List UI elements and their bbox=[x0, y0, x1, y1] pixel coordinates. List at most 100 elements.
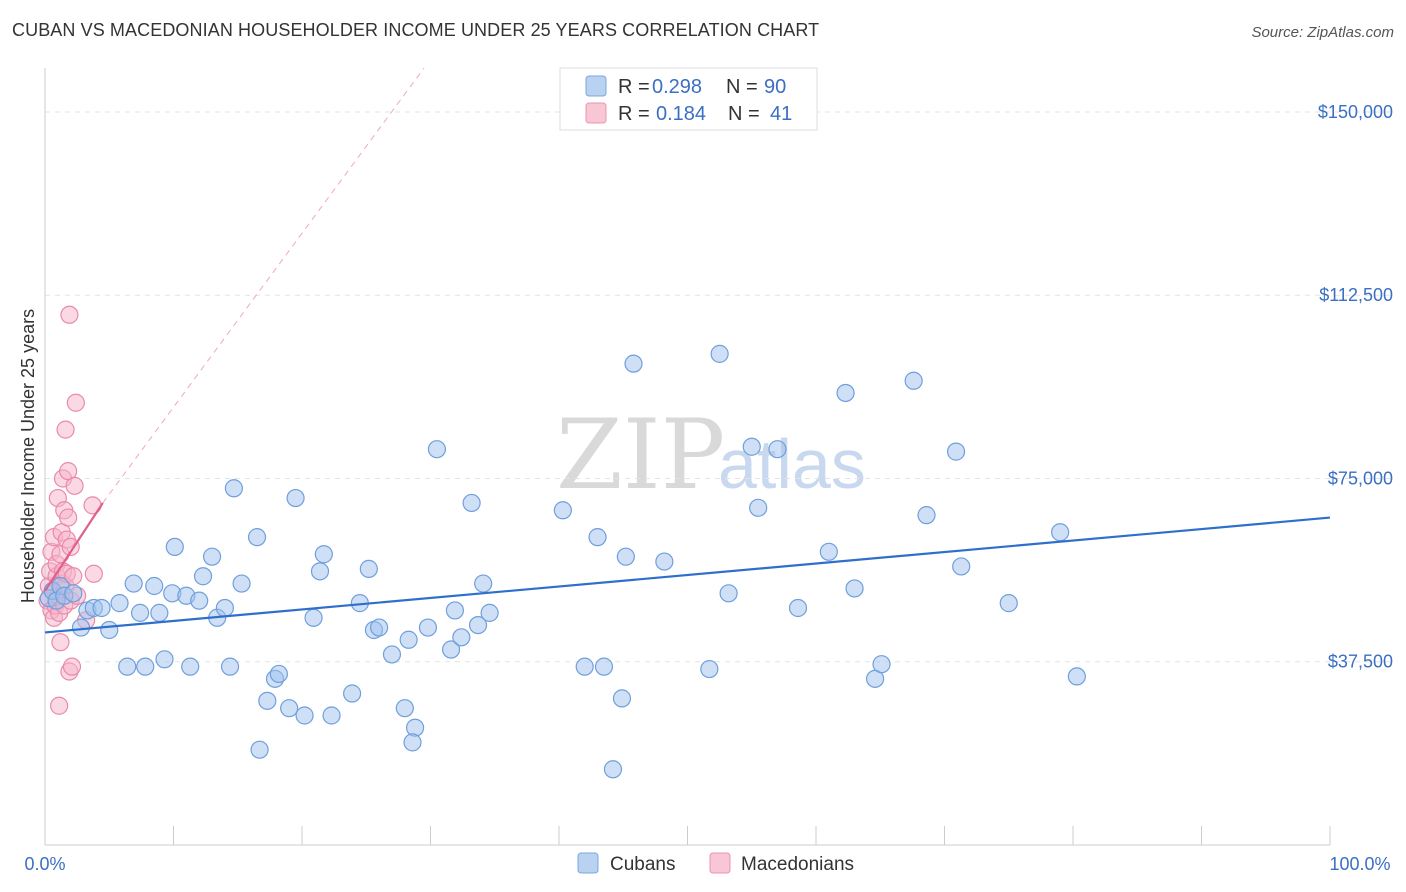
legend-cubans-r-label: R = bbox=[618, 76, 650, 98]
macedonians-point-27 bbox=[59, 508, 78, 527]
macedonians-point-35 bbox=[65, 476, 84, 495]
bottom-legend-swatch-macedonians bbox=[709, 852, 731, 874]
cubans-point-71 bbox=[700, 659, 719, 679]
cubans-point-24 bbox=[193, 567, 213, 586]
watermark-atlas: atlas bbox=[718, 425, 866, 503]
macedonians-point-23 bbox=[56, 420, 75, 439]
macedonians-point-36 bbox=[66, 393, 85, 412]
cubans-point-37 bbox=[286, 488, 305, 508]
cubans-point-5 bbox=[64, 584, 83, 603]
legend-macedonians-r-value: 0.184 bbox=[656, 103, 706, 125]
cubans-point-56 bbox=[445, 601, 465, 620]
cubans-points bbox=[39, 344, 1086, 779]
macedonians-point-30 bbox=[60, 305, 79, 324]
y-axis-tick-labels: $37,500 $75,000 $112,500 $150,000 bbox=[1318, 102, 1393, 672]
legend-macedonians-n-label: N = bbox=[728, 103, 760, 125]
macedonians-point-33 bbox=[62, 657, 82, 676]
x-axis-ticks bbox=[44, 826, 1331, 845]
cubans-point-17 bbox=[150, 603, 169, 622]
cubans-point-77 bbox=[788, 598, 808, 618]
cubans-point-58 bbox=[462, 493, 481, 513]
cubans-point-31 bbox=[247, 528, 267, 547]
cubans-trend-line bbox=[44, 516, 1331, 634]
cubans-point-47 bbox=[370, 618, 389, 637]
cubans-point-62 bbox=[553, 501, 572, 520]
cubans-point-87 bbox=[999, 594, 1018, 613]
cubans-point-40 bbox=[310, 562, 330, 581]
trend-lines bbox=[102, 67, 425, 504]
cubans-point-38 bbox=[295, 706, 314, 725]
cubans-point-13 bbox=[124, 574, 143, 593]
bottom-legend-label-cubans: Cubans bbox=[610, 854, 676, 875]
cubans-point-69 bbox=[624, 354, 643, 373]
cubans-point-29 bbox=[224, 479, 243, 498]
cubans-point-86 bbox=[952, 557, 971, 576]
cubans-point-14 bbox=[130, 603, 150, 622]
series-legend: Cubans Macedonians bbox=[577, 852, 854, 875]
gridlines bbox=[45, 111, 1395, 663]
legend-cubans-n-value: 90 bbox=[764, 76, 786, 98]
cubans-point-65 bbox=[594, 657, 614, 676]
watermark: ZIP atlas bbox=[556, 399, 866, 511]
cubans-point-27 bbox=[215, 598, 234, 618]
y-tick-label-3: $150,000 bbox=[1318, 102, 1393, 122]
cubans-point-12 bbox=[118, 657, 137, 676]
cubans-point-74 bbox=[742, 437, 761, 456]
legend-macedonians-n-value: 41 bbox=[770, 103, 792, 125]
cubans-point-80 bbox=[845, 579, 864, 598]
cubans-point-67 bbox=[612, 689, 632, 708]
cubans-point-63 bbox=[575, 657, 594, 676]
x-tick-label-min: 0.0% bbox=[24, 854, 65, 874]
macedonians-points bbox=[38, 305, 103, 715]
cubans-point-18 bbox=[155, 650, 174, 669]
macedonians-trend-line bbox=[44, 502, 104, 592]
cubans-point-72 bbox=[710, 344, 729, 363]
cubans-point-35 bbox=[269, 664, 288, 684]
cubans-point-89 bbox=[1067, 667, 1086, 686]
bottom-legend-label-macedonians: Macedonians bbox=[741, 854, 854, 875]
x-tick-label-max: 100.0% bbox=[1329, 854, 1390, 874]
cubans-point-78 bbox=[819, 542, 838, 561]
cubans-point-66 bbox=[603, 760, 623, 779]
cubans-point-45 bbox=[359, 559, 378, 578]
cubans-point-49 bbox=[395, 699, 414, 718]
cubans-point-59 bbox=[468, 615, 488, 635]
cubans-point-36 bbox=[280, 699, 299, 718]
macedonians-point-13 bbox=[50, 696, 69, 715]
cubans-point-43 bbox=[343, 684, 362, 703]
cubans-point-70 bbox=[655, 552, 674, 571]
y-tick-label-0: $37,500 bbox=[1328, 652, 1393, 672]
cubans-point-61 bbox=[480, 603, 499, 622]
cubans-point-20 bbox=[165, 537, 184, 557]
legend-macedonians-r-label: R = bbox=[618, 103, 650, 125]
cubans-point-25 bbox=[202, 547, 222, 566]
cubans-point-60 bbox=[474, 574, 493, 593]
macedonians-trend-extension bbox=[102, 67, 425, 504]
bottom-legend-swatch-cubans bbox=[577, 852, 599, 874]
cubans-point-54 bbox=[427, 440, 447, 459]
cubans-point-32 bbox=[250, 740, 269, 759]
watermark-zip: ZIP bbox=[556, 399, 725, 511]
macedonians-point-32 bbox=[61, 537, 80, 557]
y-axis-label: Householder Income Under 25 years bbox=[18, 309, 38, 603]
cubans-point-50 bbox=[399, 630, 418, 649]
cubans-point-6 bbox=[71, 618, 91, 637]
macedonians-point-40 bbox=[84, 564, 103, 583]
cubans-point-55 bbox=[441, 640, 461, 659]
cubans-point-73 bbox=[719, 584, 738, 603]
cubans-point-88 bbox=[1051, 523, 1070, 542]
cubans-point-22 bbox=[181, 657, 200, 676]
cubans-point-79 bbox=[836, 383, 855, 403]
legend-cubans-n-label: N = bbox=[726, 76, 758, 98]
cubans-point-83 bbox=[904, 371, 923, 390]
cubans-point-76 bbox=[768, 440, 787, 459]
legend-swatch-cubans bbox=[585, 75, 607, 97]
cubans-point-85 bbox=[946, 442, 966, 461]
cubans-point-11 bbox=[110, 594, 129, 613]
chart-title: CUBAN VS MACEDONIAN HOUSEHOLDER INCOME U… bbox=[12, 20, 820, 40]
chart-source: Source: ZipAtlas.com bbox=[1251, 24, 1394, 41]
cubans-point-75 bbox=[749, 498, 768, 517]
cubans-point-33 bbox=[258, 691, 277, 710]
cubans-point-42 bbox=[322, 706, 341, 725]
